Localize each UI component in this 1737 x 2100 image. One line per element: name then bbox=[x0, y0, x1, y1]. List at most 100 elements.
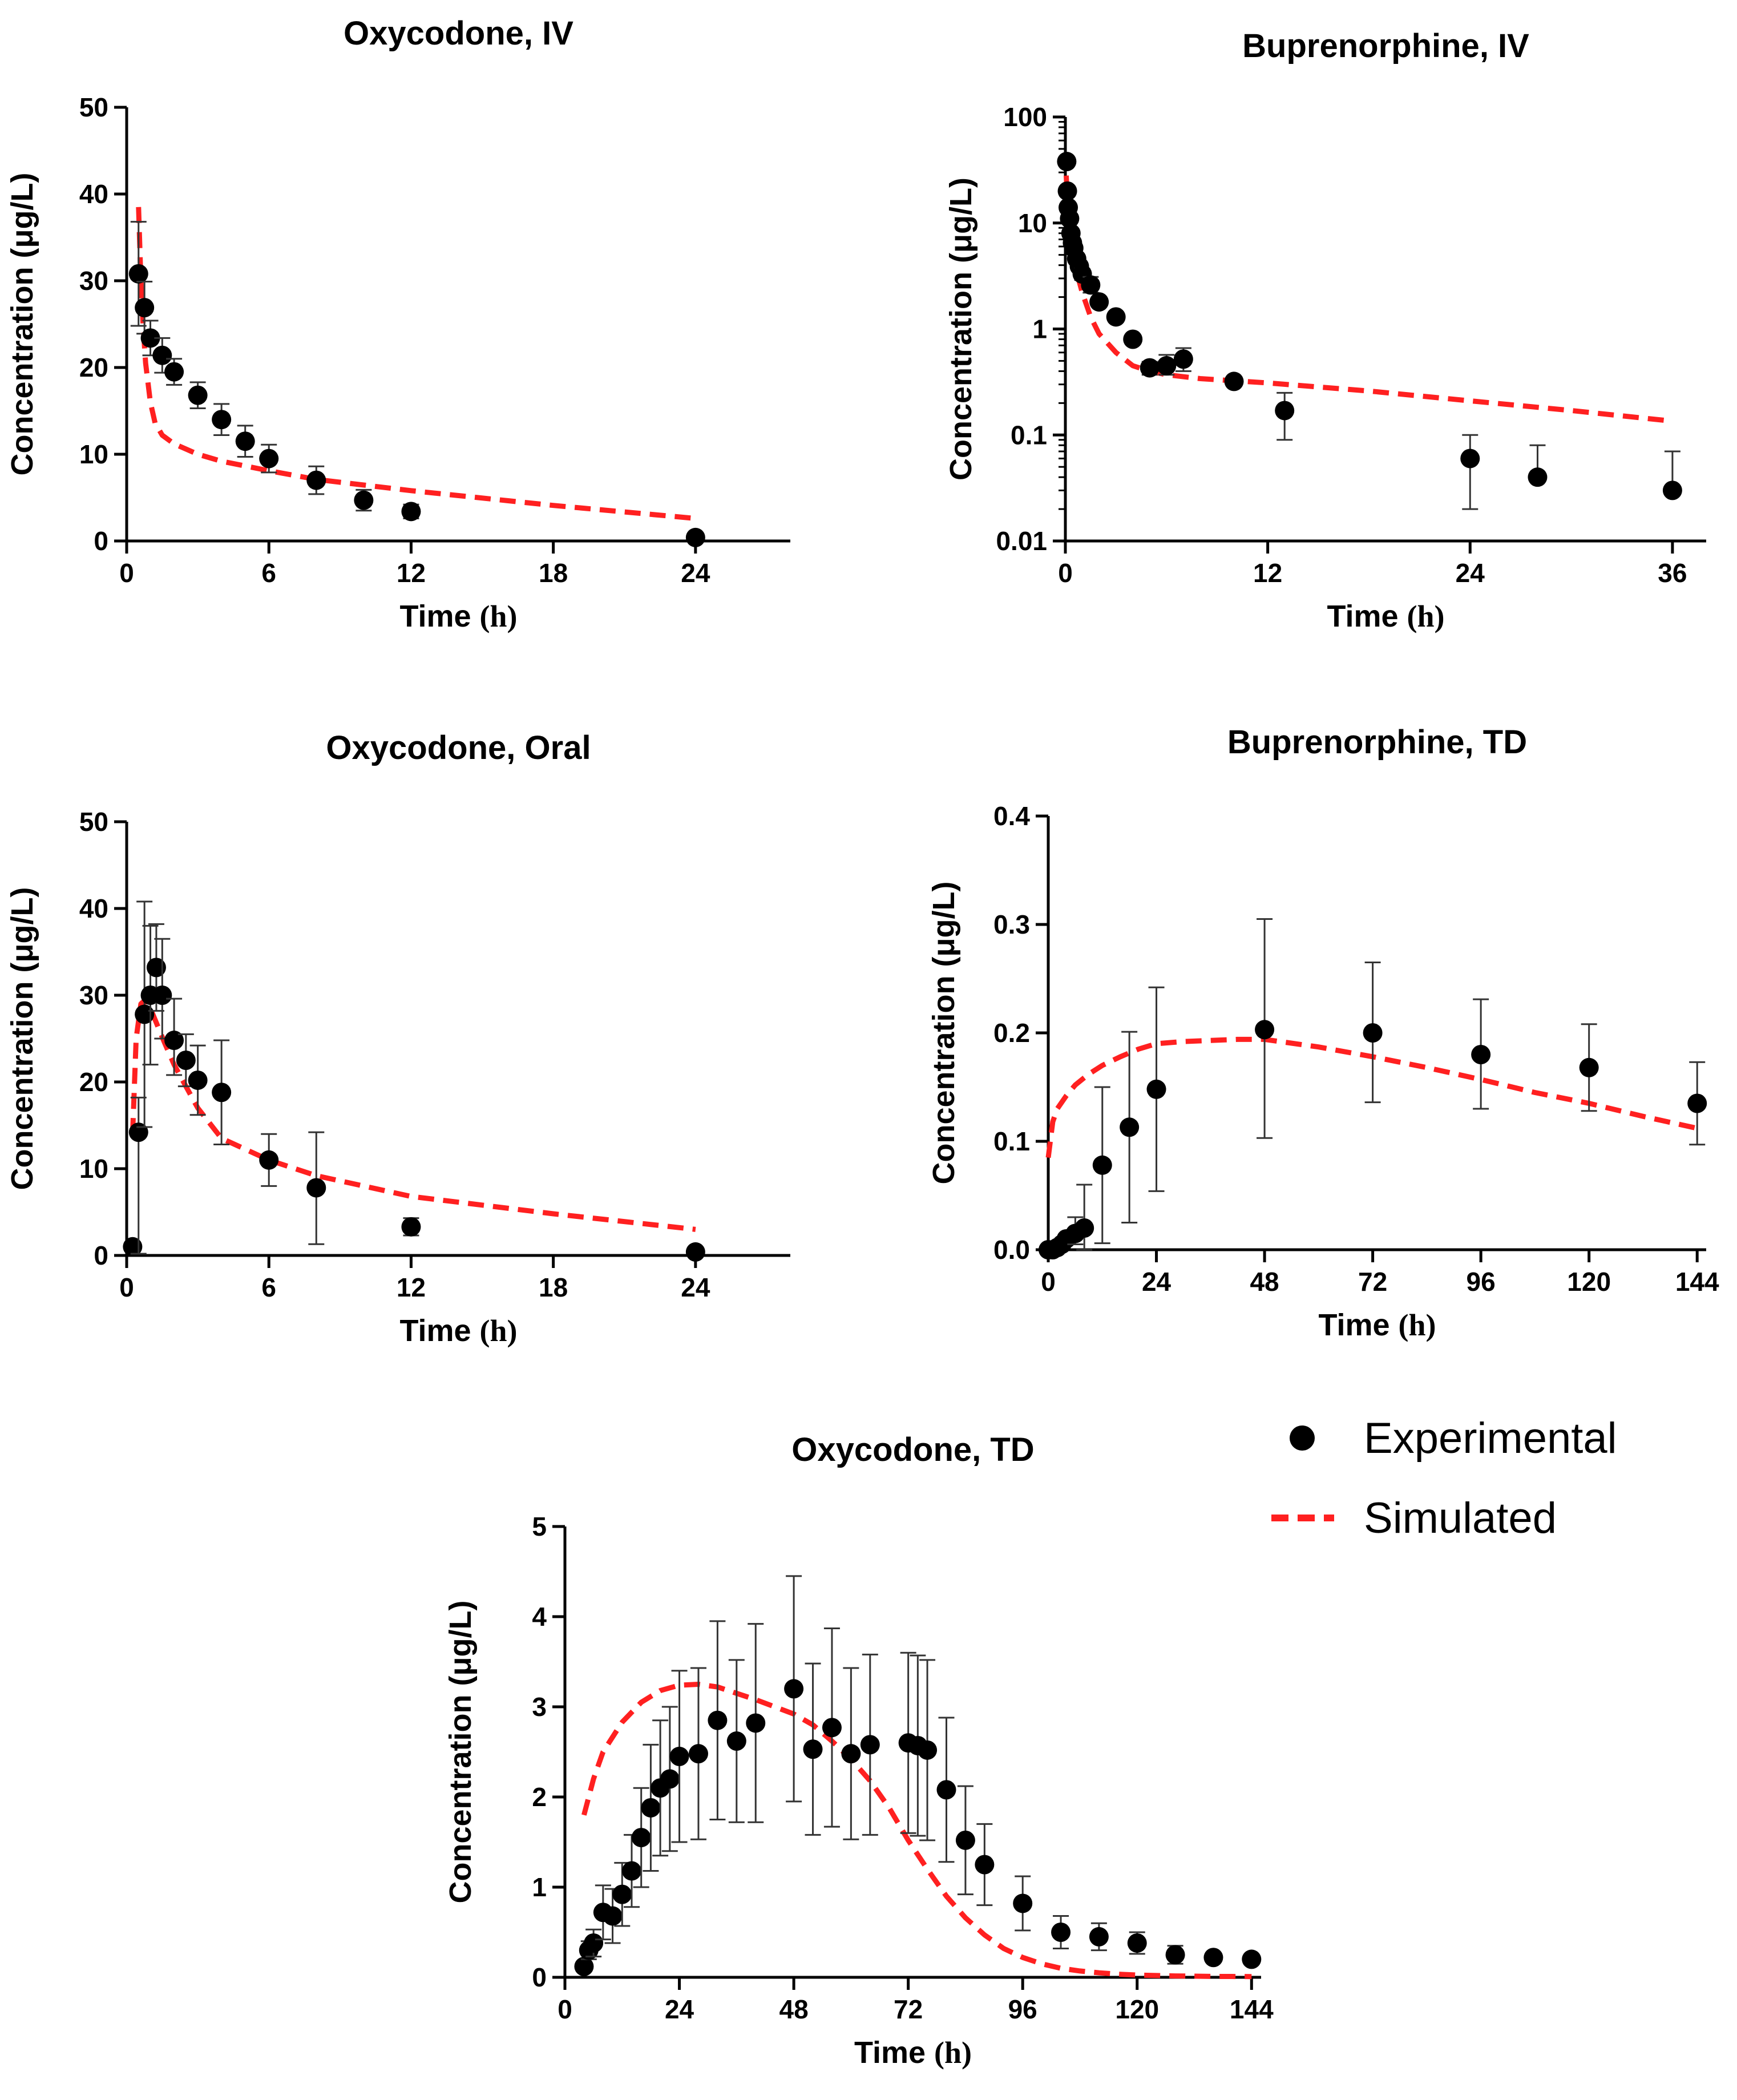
chart-3-x-tick-label: 72 bbox=[1358, 1267, 1387, 1297]
chart-2-x-axis-label: Time (h) bbox=[399, 1314, 517, 1348]
chart-0-experimental-point bbox=[685, 527, 705, 547]
chart-2-x-tick-label: 24 bbox=[681, 1273, 710, 1302]
legend: Experimental Simulated bbox=[1271, 1414, 1617, 1542]
chart-0-experimental-point bbox=[135, 298, 155, 318]
chart-3-x-tick-label: 24 bbox=[1142, 1267, 1172, 1297]
chart-0-x-axis-label: Time (h) bbox=[399, 599, 517, 633]
chart-0-experimental-point bbox=[212, 410, 232, 430]
chart-4-experimental-point bbox=[1013, 1893, 1033, 1913]
chart-1-experimental-point bbox=[1140, 358, 1160, 378]
chart-2-experimental-point bbox=[135, 1004, 155, 1024]
chart-0-x-tick-label: 6 bbox=[261, 558, 276, 588]
chart-3-y-tick-label: 0.3 bbox=[993, 910, 1030, 939]
chart-1-x-tick-label: 24 bbox=[1456, 558, 1485, 588]
chart-2-experimental-point bbox=[212, 1083, 232, 1102]
chart-2-x-tick-label: 0 bbox=[119, 1273, 134, 1302]
chart-4-experimental-point bbox=[621, 1861, 641, 1881]
chart-4-y-tick-label: 3 bbox=[532, 1692, 547, 1722]
chart-3-x-axis-label: Time (h) bbox=[1318, 1308, 1436, 1342]
chart-0-experimental-point bbox=[164, 362, 184, 382]
chart-3-experimental-point bbox=[1074, 1218, 1094, 1238]
chart-4-x-tick-label: 96 bbox=[1008, 1994, 1037, 2024]
chart-4-experimental-point bbox=[1242, 1949, 1262, 1969]
chart-4-experimental-point bbox=[603, 1906, 623, 1926]
chart-4-experimental-point bbox=[936, 1780, 956, 1800]
chart-4-experimental-point bbox=[1165, 1945, 1185, 1965]
chart-4-title: Oxycodone, TD bbox=[791, 1431, 1034, 1468]
chart-4-x-tick-label: 72 bbox=[894, 1994, 923, 2024]
chart-1-x-axis-label: Time (h) bbox=[1327, 599, 1444, 633]
chart-0-experimental-point bbox=[235, 431, 255, 451]
chart-2-experimental-point bbox=[306, 1178, 326, 1198]
chart-4-experimental-point bbox=[688, 1744, 708, 1764]
chart-1-experimental-point bbox=[1157, 356, 1177, 375]
chart-3-experimental-point bbox=[1146, 1079, 1166, 1099]
chart-3-y-tick-label: 0.2 bbox=[993, 1018, 1030, 1048]
chart-4-experimental-point bbox=[746, 1713, 766, 1733]
chart-2-x-tick-label: 12 bbox=[397, 1273, 426, 1302]
chart-0-y-tick-label: 10 bbox=[79, 439, 108, 469]
chart-4-experimental-point bbox=[822, 1718, 842, 1738]
chart-1-experimental-point bbox=[1460, 449, 1480, 469]
chart-4-experimental-point bbox=[660, 1769, 680, 1789]
chart-3-x-tick-label: 48 bbox=[1250, 1267, 1279, 1297]
chart-0-experimental-point bbox=[306, 470, 326, 490]
chart-2-simulated-line bbox=[130, 997, 696, 1232]
chart-4-x-axis-label: Time (h) bbox=[854, 2036, 972, 2070]
chart-0-title: Oxycodone, IV bbox=[344, 15, 573, 52]
chart-1-x-tick-label: 0 bbox=[1058, 558, 1073, 588]
chart-0-y-tick-label: 50 bbox=[79, 92, 108, 122]
chart-4-x-tick-label: 0 bbox=[558, 1994, 572, 2024]
chart-3-x-tick-label: 0 bbox=[1041, 1267, 1056, 1297]
chart-4-experimental-point bbox=[641, 1798, 661, 1818]
chart-1-y-axis-label: Concentration (μg/L) bbox=[944, 177, 978, 480]
chart-3-title: Buprenorphine, TD bbox=[1227, 724, 1527, 761]
chart-1-experimental-point bbox=[1057, 181, 1077, 201]
chart-1-y-tick-label: 10 bbox=[1018, 208, 1047, 238]
chart-2-experimental-point bbox=[164, 1031, 184, 1051]
chart-4-experimental-point bbox=[803, 1739, 823, 1759]
chart-1-simulated-line bbox=[1064, 175, 1673, 424]
chart-2-x-tick-label: 6 bbox=[261, 1273, 276, 1302]
chart-2-x-tick-label: 18 bbox=[539, 1273, 568, 1302]
chart-oxycodone-iv: Oxycodone, IV 0 10 20 30 40 50 0 6 12 18 24 Concentr… bbox=[5, 15, 790, 633]
legend-experimental-marker bbox=[1290, 1425, 1315, 1451]
chart-4-experimental-point bbox=[1203, 1948, 1223, 1968]
chart-1-experimental-point bbox=[1060, 209, 1080, 229]
chart-1-x-tick-label: 12 bbox=[1253, 558, 1282, 588]
chart-0-x-tick-label: 18 bbox=[539, 558, 568, 588]
chart-4-y-tick-label: 0 bbox=[532, 1962, 547, 1992]
chart-1-experimental-point bbox=[1528, 467, 1548, 487]
chart-1-experimental-point bbox=[1662, 480, 1682, 500]
chart-3-experimental-point bbox=[1579, 1057, 1599, 1077]
chart-4-experimental-point bbox=[955, 1830, 975, 1850]
chart-0-experimental-point bbox=[354, 490, 374, 510]
chart-4-y-axis-label: Concentration (μg/L) bbox=[443, 1601, 478, 1904]
chart-4-experimental-point bbox=[669, 1746, 689, 1766]
chart-2-experimental-point bbox=[259, 1150, 279, 1170]
chart-buprenorphine-td: Buprenorphine, TD 0.0 0.1 0.2 0.3 0.4 0 24 48 72 9… bbox=[927, 724, 1719, 1342]
chart-1-experimental-point bbox=[1275, 401, 1295, 421]
chart-4-experimental-point bbox=[612, 1884, 632, 1904]
chart-1-experimental-point bbox=[1106, 307, 1126, 327]
chart-4-experimental-point bbox=[841, 1744, 861, 1764]
chart-2-experimental-point bbox=[188, 1070, 208, 1090]
chart-0-experimental-point bbox=[152, 345, 172, 365]
chart-2-experimental-point bbox=[176, 1051, 196, 1070]
chart-4-experimental-point bbox=[584, 1933, 604, 1953]
chart-2-experimental-point bbox=[401, 1217, 421, 1237]
chart-1-y-tick-label: 0.1 bbox=[1011, 420, 1047, 450]
legend-experimental-label: Experimental bbox=[1364, 1414, 1617, 1463]
chart-oxycodone-oral: Oxycodone, Oral 0 10 20 30 40 50 0 6 12 18 24 Concen… bbox=[5, 729, 790, 1348]
chart-3-y-tick-label: 0.1 bbox=[993, 1126, 1030, 1156]
chart-2-y-tick-label: 40 bbox=[79, 894, 108, 923]
chart-buprenorphine-iv: Buprenorphine, IV 0.01 0.1 1 10 100 0 12 24 36 Con… bbox=[944, 27, 1706, 633]
chart-oxycodone-td: Oxycodone, TD 0 1 2 3 4 5 0 24 48 72 96 120 144 Concen… bbox=[443, 1431, 1274, 2070]
legend-simulated-label: Simulated bbox=[1364, 1494, 1557, 1542]
chart-2-experimental-point bbox=[123, 1237, 143, 1257]
chart-2-y-tick-label: 0 bbox=[94, 1241, 108, 1270]
chart-4-experimental-point bbox=[1051, 1923, 1071, 1942]
chart-3-experimental-point bbox=[1471, 1045, 1491, 1064]
chart-4-simulated-line bbox=[581, 1682, 1252, 1980]
chart-0-experimental-point bbox=[259, 449, 279, 469]
